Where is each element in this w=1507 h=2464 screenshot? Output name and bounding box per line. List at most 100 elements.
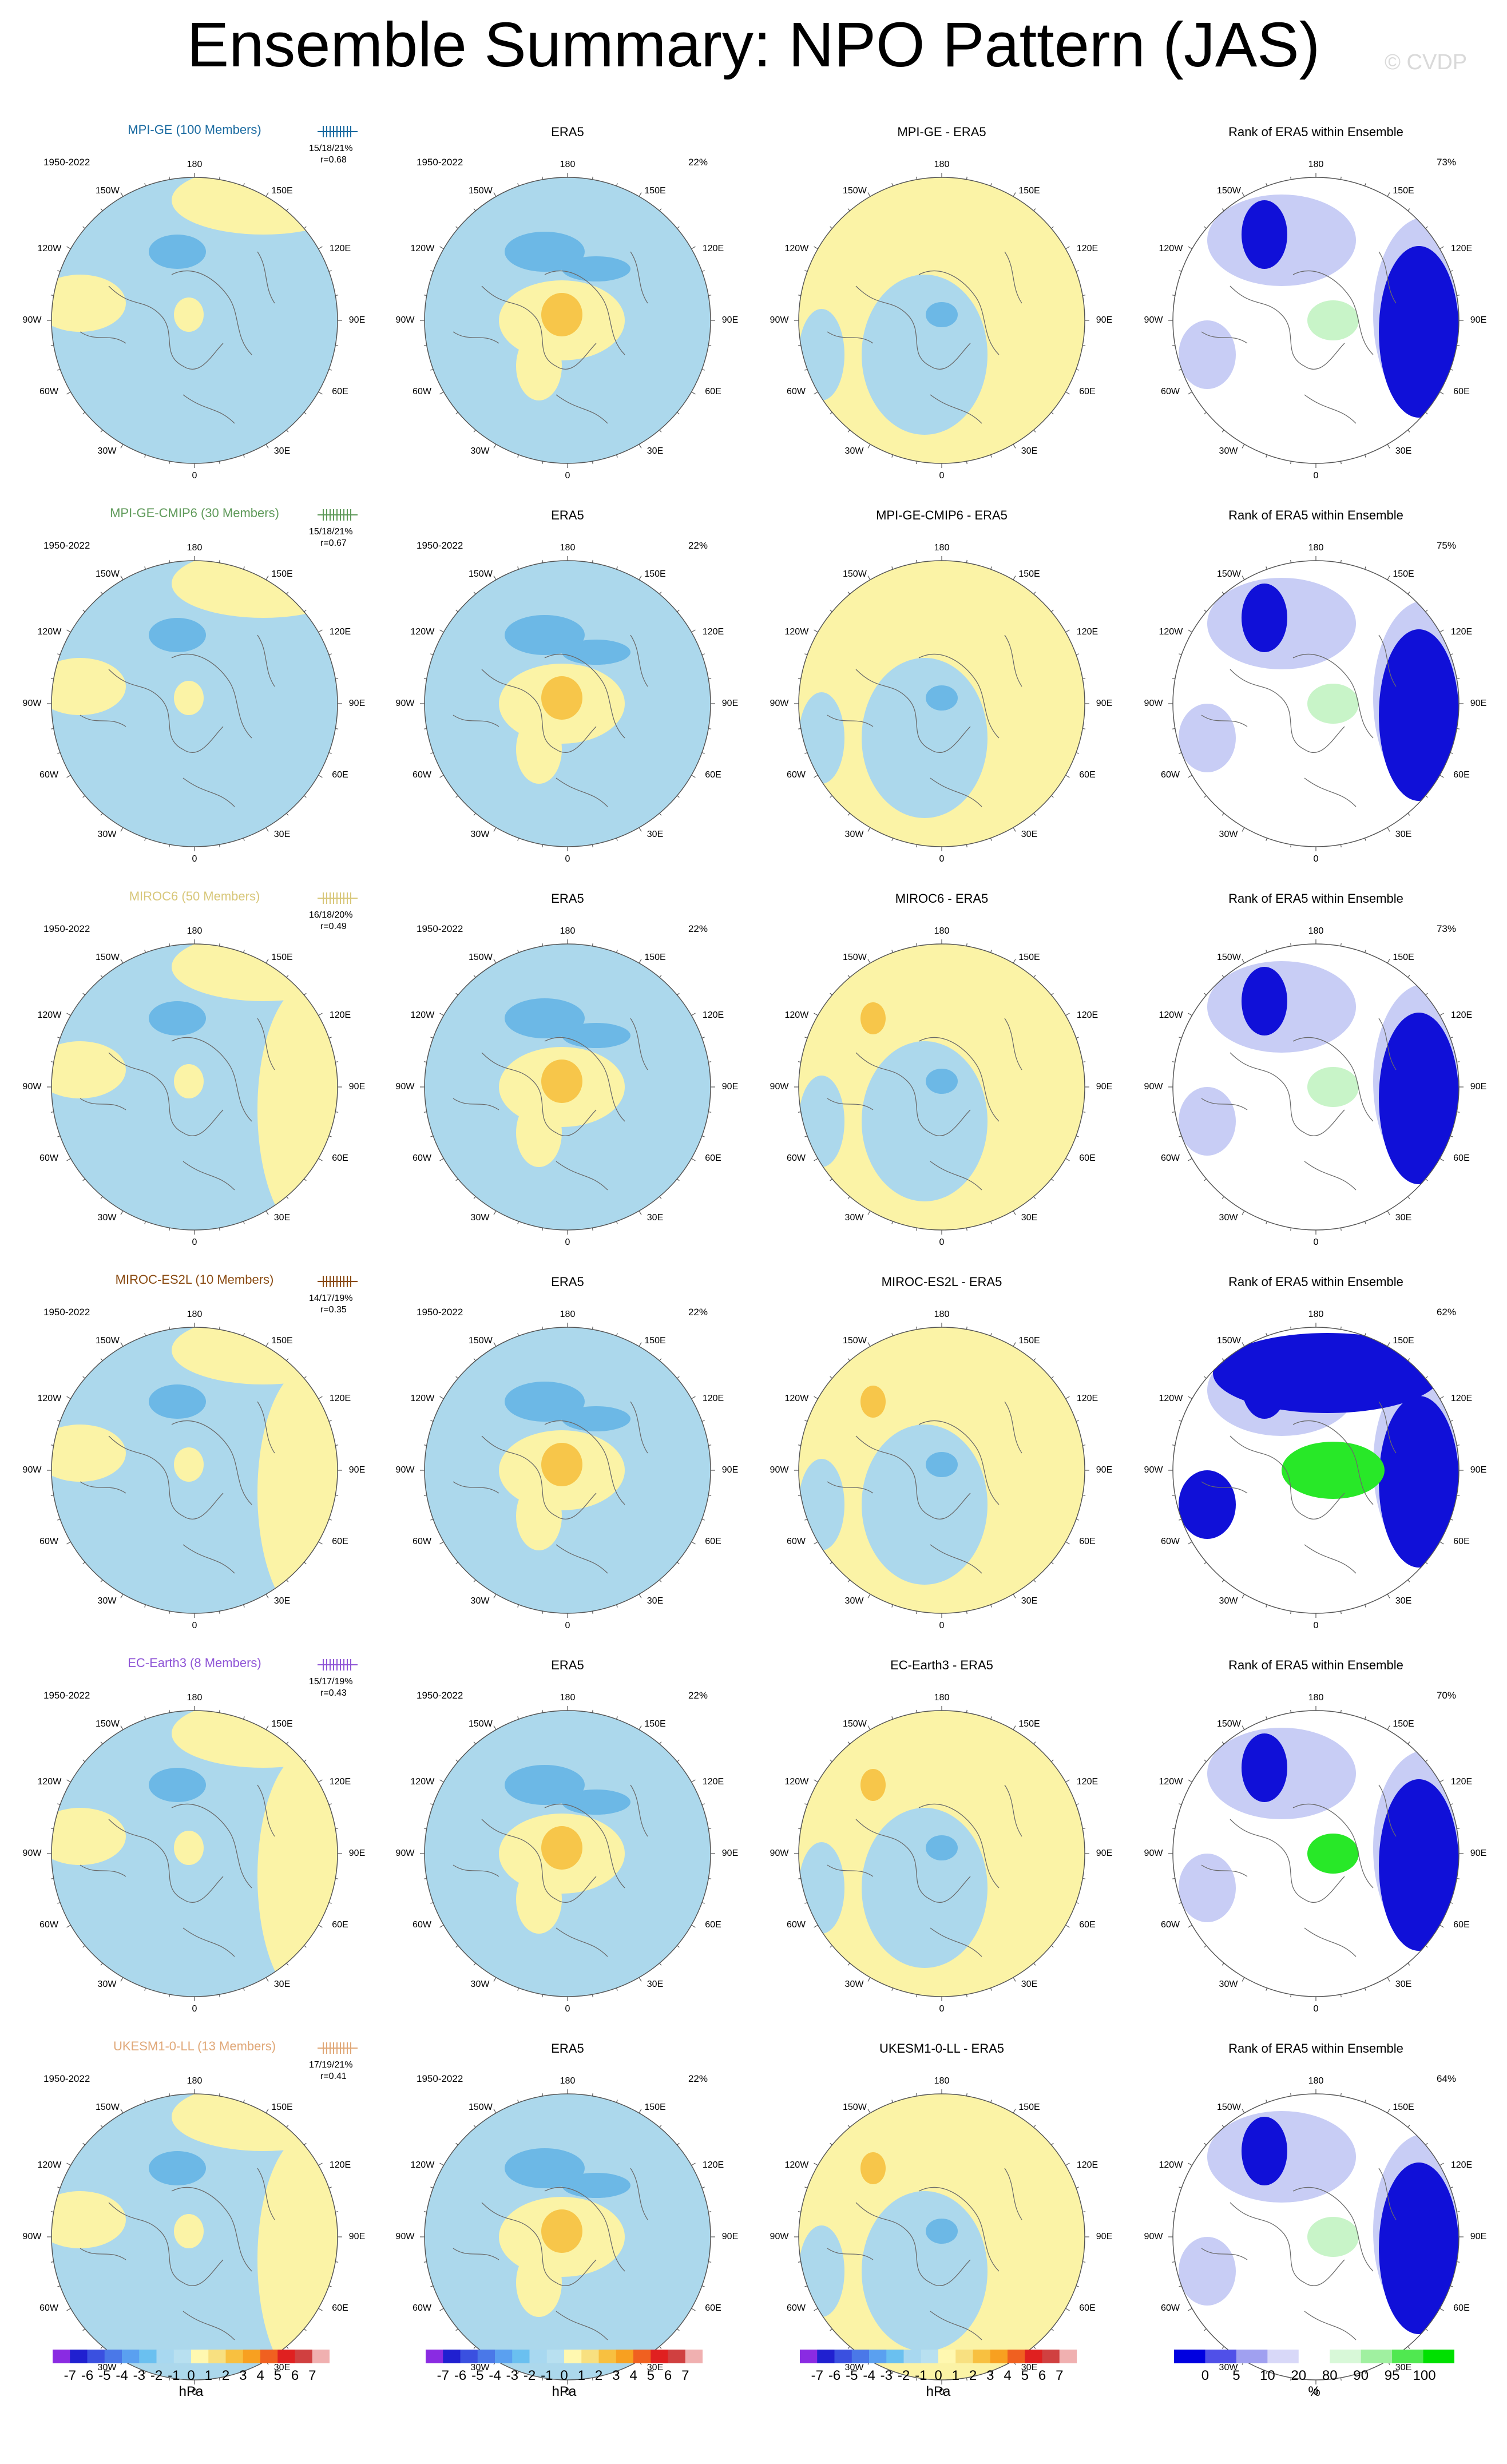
ensemble-row: 180 150E 120E 90E 60E 30E 0 30W 60W 90W 120W 150W MI… [0,881,1507,1264]
coastlines [80,1784,275,1957]
longitude-label: 180 [934,1693,950,1703]
longitude-label: 90E [1470,2232,1487,2241]
diff-panel: 180 150E 120E 90E 60E 30E 0 30W 60W 90W 120W 150W MP… [770,114,1113,498]
negative-anomaly [505,1765,585,1805]
longitude-label: 60E [705,1153,721,1163]
positive-anomaly [516,1098,562,1167]
longitude-label: 0 [192,2004,197,2014]
model-panel: 180 150E 120E 90E 60E 30E 0 30W 60W 90W 120W 150W MP… [23,114,366,498]
negative-anomaly [862,1425,988,1585]
rank-low-area [1179,704,1236,772]
diff-panel: 180 150E 120E 90E 60E 30E 0 30W 60W 90W 120W 150W UK… [770,2031,1113,2414]
longitude-label: 150W [843,569,867,579]
positive-anomaly [516,2248,562,2317]
colorbar-tick-label: 2 [969,2368,977,2383]
diff-map [794,1323,1089,1618]
longitude-label: 150W [1217,569,1241,579]
longitude-label: 60W [1161,1920,1180,1930]
longitude-label: 150E [1393,952,1414,962]
longitude-label: 90E [1096,699,1113,708]
colorbar-swatch [312,2350,330,2363]
diff-panel: 180 150E 120E 90E 60E 30E 0 30W 60W 90W 120W 150W EC… [770,1648,1113,2031]
colorbar-tick-label: 2 [594,2368,603,2383]
ensemble-row: 180 150E 120E 90E 60E 30E 0 30W 60W 90W 120W 150W MI… [0,1264,1507,1648]
longitude-label: 0 [1313,854,1319,864]
longitude-label: 150E [271,569,293,579]
coastlines [1201,2168,1397,2340]
longitude-label: 90W [770,1082,789,1092]
longitude-label: 150W [843,185,867,196]
longitude-label: 30E [647,829,664,839]
period-label: 1950-2022 [417,157,463,168]
longitude-label: 30W [844,446,864,456]
model-map [47,2089,342,2384]
longitude-label: 60E [1079,387,1096,396]
strong-negative-anomaly [926,1069,958,1094]
strong-negative-anomaly [926,2219,958,2244]
rank-panel-title: Rank of ERA5 within Ensemble [1228,891,1403,906]
longitude-label: 30W [97,829,117,839]
rank-low-area [1179,2237,1236,2306]
longitude-label: 90E [721,1082,739,1092]
coastlines [453,1784,648,1957]
colorbar-swatch [156,2350,175,2363]
colorbar-tick-label: -6 [454,2368,467,2383]
obs-map [420,1706,715,2001]
longitude-label: 150E [1393,2102,1414,2112]
longitude-label: 30E [1021,829,1038,839]
colorbar-swatch [1392,2350,1424,2363]
longitude-label: 60W [787,1920,806,1930]
longitude-label: 90E [348,699,366,708]
coastlines [453,1018,648,1191]
period-label: 1950-2022 [43,157,90,168]
longitude-label: 180 [1308,1310,1324,1319]
longitude-label: 30E [1395,446,1412,456]
diff-map [794,2089,1089,2384]
colorbar-swatch [87,2350,105,2363]
longitude-label: 120W [1159,1777,1183,1787]
positive-anomaly [172,1327,338,1384]
longitude-label: 150W [469,569,493,579]
colorbar-swatch [1423,2350,1454,2363]
colorbar-tick-label: 10 [1259,2368,1275,2383]
obs-map [420,1323,715,1618]
longitude-label: 30W [844,1596,864,1606]
colorbar-tick-label: -7 [437,2368,449,2383]
longitude-label: 0 [565,2387,570,2397]
longitude-label: 30W [1219,2362,1238,2372]
strong-negative-anomaly [926,1452,958,1477]
longitude-label: 120W [410,244,435,253]
positive-anomaly [51,658,126,715]
model-panel-title: MIROC-ES2L (10 Members) [115,1272,274,1287]
positive-anomaly [51,1041,126,1098]
rank-panel: 180 150E 120E 90E 60E 30E 0 30W 60W 90W 120W 150W Ra… [1144,1264,1488,1648]
longitude-label: 120W [410,627,435,637]
diff-map [794,556,1089,851]
longitude-label: 30W [97,2362,117,2372]
longitude-label: 150E [1018,2102,1040,2112]
pct-explained-stats: 16/18/20% [309,910,353,920]
model-map [47,1706,342,2001]
colorbar-obs: -7 -6 -5 -4 -3 -2 -1 0 1 2 3 4 5 6 7 hPa [426,2350,703,2418]
longitude-label: 120E [1076,1010,1098,1020]
longitude-label: 0 [192,1237,197,1247]
longitude-label: 0 [939,2387,945,2397]
colorbar-unit: % [1308,2384,1320,2399]
model-panel: 180 150E 120E 90E 60E 30E 0 30W 60W 90W 120W 150W EC… [23,1648,366,2031]
colorbar-swatch [851,2350,870,2363]
longitude-label: 0 [565,1237,570,1247]
longitude-label: 120E [1076,2160,1098,2170]
ensemble-row: 180 150E 120E 90E 60E 30E 0 30W 60W 90W 120W 150W EC… [0,1648,1507,2031]
boundary-ticks [1168,1323,1464,1618]
longitude-label: 150E [1018,569,1040,579]
colorbar-swatch [1008,2350,1025,2363]
rank-map [1168,173,1464,468]
longitude-label: 90E [348,315,366,325]
boundary-ticks [794,173,1089,468]
longitude-label: 30E [1395,1596,1412,1606]
strong-positive-anomaly [541,1826,582,1870]
longitude-label: 30W [470,2362,490,2372]
positive-anomaly [172,944,338,1001]
obs-panel-title: ERA5 [551,2041,584,2056]
longitude-label: 150E [1393,569,1414,579]
